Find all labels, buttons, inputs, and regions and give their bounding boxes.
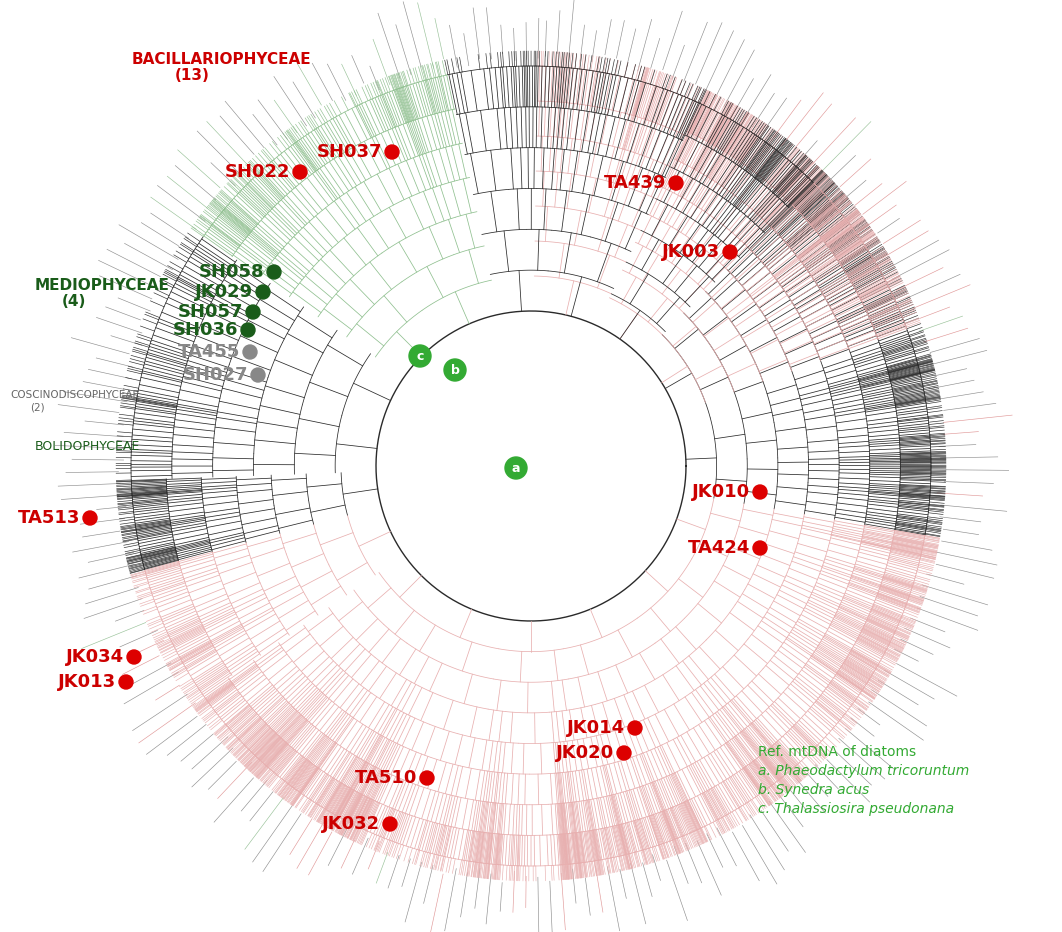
Circle shape xyxy=(723,245,737,259)
Circle shape xyxy=(506,457,527,479)
Circle shape xyxy=(753,541,767,555)
Circle shape xyxy=(409,345,431,367)
Text: COSCINODISCOPHYCEAE: COSCINODISCOPHYCEAE xyxy=(10,390,139,400)
Circle shape xyxy=(617,746,631,760)
Text: b: b xyxy=(450,363,460,377)
Text: Ref. mtDNA of diatoms: Ref. mtDNA of diatoms xyxy=(758,745,917,759)
Circle shape xyxy=(256,285,270,299)
Text: SH027: SH027 xyxy=(183,366,249,384)
Circle shape xyxy=(251,368,266,382)
Circle shape xyxy=(83,511,97,525)
Circle shape xyxy=(386,145,399,159)
Text: JK034: JK034 xyxy=(66,648,124,666)
Text: SH036: SH036 xyxy=(172,321,238,339)
Text: SH022: SH022 xyxy=(224,163,290,181)
Circle shape xyxy=(628,721,643,735)
Circle shape xyxy=(243,345,257,359)
Text: SH037: SH037 xyxy=(316,143,382,161)
Text: TA513: TA513 xyxy=(18,509,80,527)
Circle shape xyxy=(753,485,767,499)
Text: JK032: JK032 xyxy=(322,815,380,833)
Circle shape xyxy=(383,817,397,831)
Text: a: a xyxy=(512,461,520,474)
Text: (13): (13) xyxy=(175,68,210,83)
Text: (4): (4) xyxy=(62,294,86,309)
Circle shape xyxy=(293,165,307,179)
Text: TA455: TA455 xyxy=(177,343,240,361)
Text: TA424: TA424 xyxy=(687,539,750,557)
Text: SH057: SH057 xyxy=(177,303,243,321)
Text: c. Thalassiosira pseudonana: c. Thalassiosira pseudonana xyxy=(758,802,954,816)
Text: JK029: JK029 xyxy=(194,283,253,301)
Circle shape xyxy=(119,675,133,689)
Text: c: c xyxy=(416,350,424,363)
Circle shape xyxy=(419,771,434,785)
Circle shape xyxy=(246,305,260,319)
Text: TA510: TA510 xyxy=(355,769,417,787)
Circle shape xyxy=(669,176,683,190)
Text: b. Synedra acus: b. Synedra acus xyxy=(758,783,870,797)
Text: BOLIDOPHYCEAE: BOLIDOPHYCEAE xyxy=(35,440,140,453)
Text: (2): (2) xyxy=(30,402,45,412)
Text: JK013: JK013 xyxy=(57,673,116,691)
Text: JK003: JK003 xyxy=(662,243,720,261)
Circle shape xyxy=(127,650,141,664)
Circle shape xyxy=(267,265,281,279)
Text: JK014: JK014 xyxy=(567,719,626,737)
Text: BACILLARIOPHYCEAE: BACILLARIOPHYCEAE xyxy=(132,52,311,67)
Circle shape xyxy=(444,359,466,381)
Text: MEDIOPHYCEAE: MEDIOPHYCEAE xyxy=(35,278,170,293)
Text: SH058: SH058 xyxy=(199,263,264,281)
Text: JK010: JK010 xyxy=(691,483,750,501)
Text: JK020: JK020 xyxy=(555,744,614,762)
Text: a. Phaeodactylum tricoruntum: a. Phaeodactylum tricoruntum xyxy=(758,764,970,778)
Text: TA439: TA439 xyxy=(603,174,666,192)
Circle shape xyxy=(241,323,255,337)
